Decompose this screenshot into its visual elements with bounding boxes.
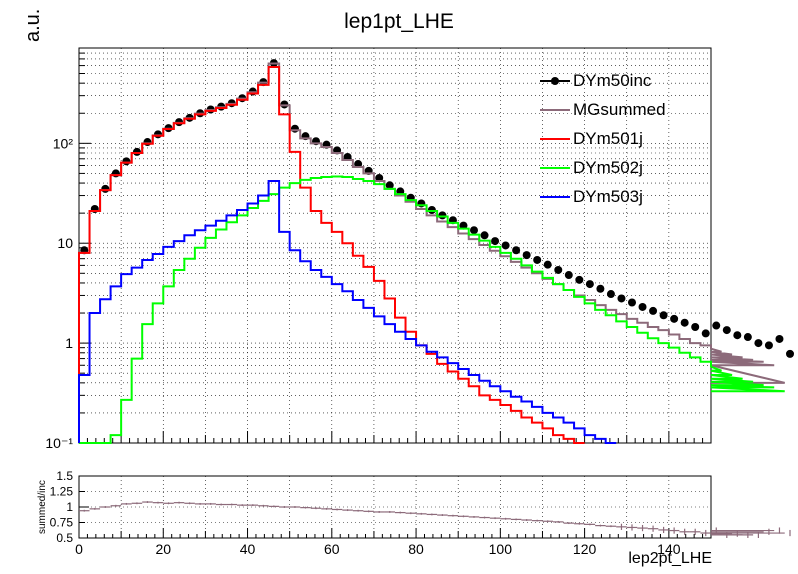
series-dym502j-line	[79, 175, 785, 444]
data-point	[786, 349, 794, 358]
data-point	[470, 226, 478, 235]
data-point	[417, 199, 426, 208]
data-point	[712, 321, 721, 330]
legend-label-mgsummed: MGsummed	[573, 100, 666, 119]
data-point	[722, 326, 731, 335]
data-point	[564, 271, 573, 280]
chart-title: lep1pt_LHE	[344, 10, 454, 33]
ratio-y-tick-label: 1.5	[56, 469, 73, 483]
data-point	[385, 181, 394, 190]
data-point	[585, 280, 594, 289]
x-tick-label: 0	[75, 541, 83, 557]
y-tick-label: 1	[65, 335, 73, 351]
data-point	[343, 152, 352, 161]
legend-marker-dym503j	[540, 196, 570, 198]
series-dym503j-line	[78, 179, 617, 444]
data-point	[659, 311, 668, 320]
data-point	[143, 138, 152, 147]
legend-label-dym503j: DYm503j	[573, 187, 643, 206]
x-tick-label: 100	[489, 541, 513, 557]
data-point	[522, 251, 531, 260]
data-point	[733, 331, 742, 340]
data-point	[501, 241, 510, 250]
legend-label-dym502j: DYm502j	[573, 158, 643, 177]
data-point	[649, 306, 658, 315]
data-point	[512, 246, 521, 255]
data-point	[554, 265, 563, 274]
data-point	[543, 260, 552, 269]
legend-marker-dym501j	[540, 138, 570, 140]
data-point	[101, 184, 110, 193]
legend-marker-dym502j	[540, 167, 570, 169]
y-tick-label: 10⁻¹	[45, 435, 73, 451]
data-point	[132, 147, 141, 156]
data-point	[290, 124, 299, 133]
ratio-grid	[79, 476, 711, 538]
ratio-y-tick-label: 0.75	[50, 516, 74, 530]
legend-marker-dym50inc	[540, 77, 570, 85]
data-point	[670, 314, 679, 323]
data-point	[701, 329, 710, 338]
data-point	[775, 334, 784, 343]
data-point	[638, 302, 647, 311]
data-point	[575, 275, 584, 284]
data-point	[596, 284, 605, 293]
ratio-y-tick-label: 1	[66, 500, 73, 514]
data-point	[438, 211, 447, 220]
ratio-y-axis-label: summed/inc	[37, 480, 48, 534]
y-tick-label: 10	[57, 235, 73, 251]
ratio-y-tick-label: 0.5	[56, 531, 73, 545]
y-axis-label: a.u.	[22, 8, 44, 42]
data-point	[743, 333, 752, 342]
y-tick-label: 10²	[53, 135, 74, 151]
series-dym502j	[79, 175, 785, 444]
x-tick-label: 60	[324, 541, 340, 557]
x-axis-label: lep2pt_LHE	[628, 550, 712, 567]
data-point	[691, 322, 700, 331]
ratio-y-tick-label: 1.25	[50, 485, 74, 499]
data-point	[480, 231, 489, 240]
data-point	[122, 157, 131, 166]
x-tick-label: 40	[240, 541, 256, 557]
data-point	[606, 290, 615, 299]
data-point	[427, 206, 436, 215]
series-dym501j-line	[78, 66, 585, 444]
data-point	[154, 130, 162, 139]
main-grid	[79, 48, 711, 443]
data-point	[754, 339, 763, 348]
data-point	[764, 341, 773, 350]
x-tick-label: 80	[408, 541, 424, 557]
data-point	[628, 298, 636, 307]
data-point	[533, 255, 542, 264]
data-point	[491, 237, 500, 246]
main-plot-frame	[78, 47, 712, 444]
legend-label-dym50inc: DYm50inc	[573, 71, 652, 90]
data-point	[111, 169, 120, 178]
series-dym503j	[78, 179, 617, 444]
x-tick-label: 20	[155, 541, 171, 557]
data-point	[617, 294, 626, 303]
data-point	[680, 318, 689, 327]
legend-label-dym501j: DYm501j	[573, 129, 643, 148]
x-tick-label: 140	[657, 541, 681, 557]
series-ratio	[79, 501, 791, 538]
legend-marker-mgsummed	[540, 109, 570, 111]
series-dym501j	[78, 66, 585, 444]
x-tick-label: 120	[573, 541, 597, 557]
